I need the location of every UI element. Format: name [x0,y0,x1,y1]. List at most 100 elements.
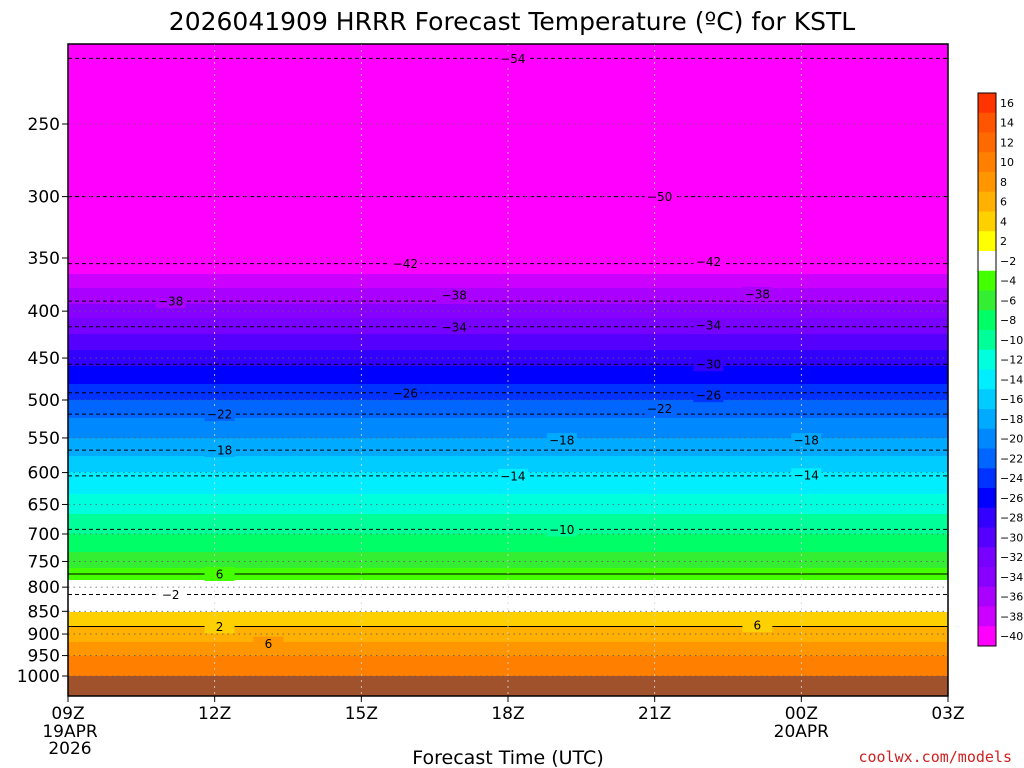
x-tick-label: 21Z [638,704,671,724]
temperature-band [68,112,948,115]
temperature-band [68,240,948,243]
temperature-band [68,568,948,571]
temperature-band [68,420,948,423]
chart-title: 2026041909 HRRR Forecast Temperature (ºC… [169,7,855,36]
temperature-band [68,76,948,79]
contour-label-bg [390,256,421,271]
temperature-band [68,396,948,399]
contour-label: −42 [393,257,418,271]
colorbar-label: −36 [1000,591,1023,604]
temperature-band [68,150,948,153]
temperature-band [68,220,948,223]
colorbar-swatch [978,488,996,509]
colorbar-label: −30 [1000,531,1023,544]
colorbar-swatch [978,191,996,212]
contour-label-bg [644,189,675,204]
contour-label: −10 [549,523,574,537]
colorbar-swatch [978,310,996,331]
colorbar-label: 8 [1000,176,1007,189]
colorbar-swatch [978,389,996,410]
colorbar-swatch [978,567,996,588]
contour-label-bg [390,385,421,400]
temperature-band [68,508,948,511]
y-tick-label: 950 [28,647,60,667]
contour-label: −38 [158,295,183,309]
colorbar-swatch [978,231,996,252]
temperature-band [68,598,948,601]
temperature-band [68,616,948,619]
temperature-band [68,180,948,183]
temperature-band [68,444,948,447]
temperature-band [68,82,948,85]
temperature-band [68,504,948,507]
temperature-band [68,372,948,375]
contour-label: −22 [207,408,232,422]
temperature-band [68,450,948,453]
y-tick-label: 350 [28,249,60,269]
temperature-band [68,556,948,559]
temperature-band [68,238,948,241]
contour-label-bg [497,468,528,483]
colorbar-swatch [978,586,996,607]
temperature-band [68,268,948,271]
colorbar-label: −6 [1000,294,1016,307]
colorbar-label: −4 [1000,275,1016,288]
temperature-band [68,144,948,147]
colorbar-label: −38 [1000,610,1023,623]
temperature-band [68,274,948,277]
temperature-band [68,96,948,99]
temperature-band [68,426,948,429]
temperature-band [68,282,948,285]
temperature-band [68,162,948,165]
temperature-band [68,648,948,651]
contour-label-bg [693,254,724,269]
temperature-band [68,588,948,591]
y-tick-label: 800 [28,578,60,598]
temperature-band [68,208,948,211]
temperature-band [68,514,948,517]
temperature-band [68,132,948,135]
temperature-band [68,412,948,415]
temperature-band [68,244,948,247]
temperature-band [68,100,948,103]
colorbar-label: 16 [1000,97,1014,110]
temperature-band [68,190,948,193]
temperature-band [68,124,948,127]
temperature-band [68,562,948,565]
contour-label: −26 [393,386,418,400]
temperature-band [68,256,948,259]
temperature-band [68,384,948,387]
temperature-band [68,168,948,171]
y-tick-label: 500 [28,391,60,411]
temperature-band [68,322,948,325]
contour-label-bg [253,636,284,651]
temperature-band [68,174,948,177]
x-tick-sublabel: 19APR [42,722,98,742]
y-tick-label: 650 [28,495,60,515]
temperature-band [68,618,948,621]
temperature-band [68,390,948,393]
temperature-band [68,360,948,363]
temperature-band [68,172,948,175]
temperature-band [68,324,948,327]
y-tick-label: 600 [28,464,60,484]
temperature-band [68,498,948,501]
temperature-band [68,142,948,145]
temperature-band [68,570,948,573]
colorbar-label: −28 [1000,512,1023,525]
colorbar-swatch [978,211,996,232]
temperature-band [68,594,948,597]
temperature-band [68,78,948,81]
temperature-band [68,540,948,543]
contour-label: 6 [754,619,762,633]
x-tick-label: 15Z [345,704,378,724]
temperature-band [68,424,948,427]
y-tick-label: 400 [28,302,60,322]
colorbar-swatch [978,93,996,114]
temperature-band [68,156,948,159]
temperature-band [68,642,948,645]
temperature-band [68,228,948,231]
colorbar-swatch [978,507,996,528]
temperature-band [68,166,948,169]
